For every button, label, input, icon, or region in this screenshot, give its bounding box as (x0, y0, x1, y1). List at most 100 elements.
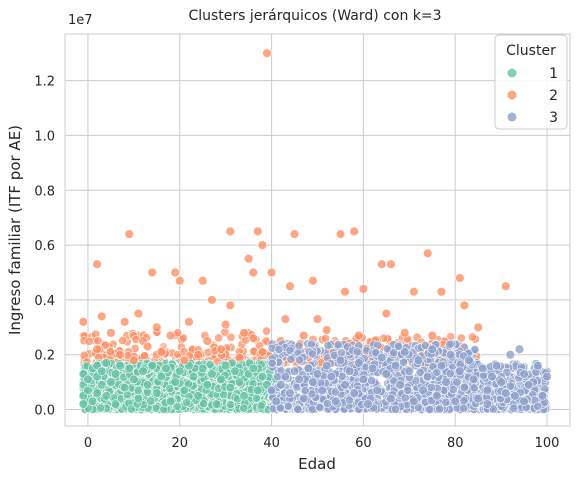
x-tick-label: 0 (84, 436, 92, 451)
cluster-1-point (216, 374, 226, 385)
cluster-3-point (386, 393, 396, 404)
cluster-3-point (321, 360, 332, 371)
cluster-3-point (509, 403, 519, 413)
cluster-3-point (505, 350, 516, 360)
cluster-1-point (83, 385, 93, 396)
cluster-2-point (243, 254, 254, 264)
cluster-1-point (199, 399, 209, 409)
cluster-3-point (468, 374, 479, 385)
cluster-1-point (138, 366, 148, 376)
cluster-2-point (257, 347, 268, 357)
cluster-3-point (482, 385, 493, 396)
cluster-3-point (426, 382, 436, 392)
x-axis-ticks: 0 20 40 60 80 100 (84, 436, 560, 451)
cluster-1-point (256, 401, 266, 411)
cluster-3-point (372, 385, 382, 396)
cluster-3-point (519, 369, 529, 379)
cluster-1-point (101, 358, 112, 368)
cluster-3-point (418, 385, 428, 396)
cluster-1-point (179, 385, 190, 396)
cluster-3-point (395, 380, 405, 390)
cluster-1-point (220, 360, 231, 371)
cluster-1-point (83, 374, 93, 385)
cluster-3-point (501, 388, 511, 398)
legend-label-3: 3 (549, 110, 558, 126)
cluster-2-point (289, 229, 300, 239)
cluster-3-point (267, 358, 277, 368)
cluster-2-point (239, 328, 249, 338)
cluster-1-point (126, 404, 136, 414)
cluster-1-point (115, 360, 125, 371)
cluster-3-point (415, 367, 425, 377)
cluster-3-point (425, 404, 435, 414)
cluster-3-point (400, 393, 410, 403)
y-tick-label: 0.2 (34, 349, 55, 364)
cluster-3-point (349, 388, 359, 398)
cluster-1-point (133, 386, 143, 396)
cluster-2-point (147, 267, 157, 278)
cluster-3-point (335, 355, 346, 365)
cluster-2-point (225, 226, 235, 237)
cluster-2-point (234, 352, 245, 363)
cluster-1-point (78, 399, 89, 409)
cluster-3-point (519, 396, 529, 407)
x-tick-label: 20 (171, 436, 188, 451)
cluster-1-point (129, 374, 139, 385)
cluster-3-point (367, 363, 378, 374)
cluster-1-point (165, 396, 176, 407)
cluster-3-point (295, 355, 305, 365)
cluster-2-point (386, 259, 396, 269)
cluster-1-point (253, 385, 263, 396)
cluster-2-point (467, 332, 477, 342)
cluster-1-point (156, 371, 167, 382)
cluster-3-point (344, 366, 355, 376)
cluster-1-point (193, 391, 203, 401)
cluster-3-point (312, 369, 323, 379)
y-tick-label: 0.6 (34, 239, 55, 254)
cluster-3-point (300, 386, 310, 396)
plot-area (64, 33, 571, 427)
cluster-3-point (333, 340, 343, 350)
cluster-2-point (142, 341, 153, 352)
cluster-3-point (403, 385, 413, 395)
x-tick-label: 80 (447, 436, 464, 451)
cluster-1-point (211, 399, 222, 409)
cluster-2-point (280, 314, 291, 324)
cluster-1-point (110, 369, 121, 379)
cluster-2-point (97, 311, 107, 322)
cluster-1-point (152, 388, 162, 398)
cluster-1-point (92, 388, 102, 398)
cluster-1-point (147, 360, 157, 371)
cluster-3-point (377, 352, 387, 363)
cluster-2-point (152, 322, 162, 333)
cluster-3-point (381, 369, 392, 379)
cluster-3-point (510, 391, 520, 401)
legend: Cluster 1 2 3 (494, 34, 568, 130)
cluster-3-point (473, 393, 483, 404)
cluster-2-point (427, 330, 437, 341)
cluster-1-point (198, 363, 208, 374)
legend-title: Cluster (506, 43, 556, 59)
cluster-2-point (119, 317, 130, 327)
cluster-2-point (253, 226, 263, 237)
cluster-2-point (133, 308, 144, 319)
cluster-3-point (323, 398, 333, 408)
cluster-1-point (202, 380, 213, 390)
cluster-3-point (537, 391, 548, 401)
cluster-2-point (422, 248, 433, 259)
cluster-1-point (151, 403, 161, 413)
cluster-3-point (491, 360, 502, 371)
y-tick-label: 1.2 (34, 75, 55, 90)
cluster-1-point (230, 366, 240, 376)
cluster-2-point (156, 347, 167, 357)
cluster-3-point (293, 404, 303, 414)
cluster-2-point (225, 300, 235, 311)
cluster-3-point (307, 404, 317, 414)
cluster-3-point (427, 344, 437, 354)
cluster-3-point (271, 396, 281, 407)
cluster-3-point (352, 347, 362, 357)
cluster-3-point (533, 401, 543, 411)
cluster-3-point (315, 403, 325, 413)
x-tick-label: 40 (263, 436, 280, 451)
legend-label-2: 2 (549, 88, 558, 104)
